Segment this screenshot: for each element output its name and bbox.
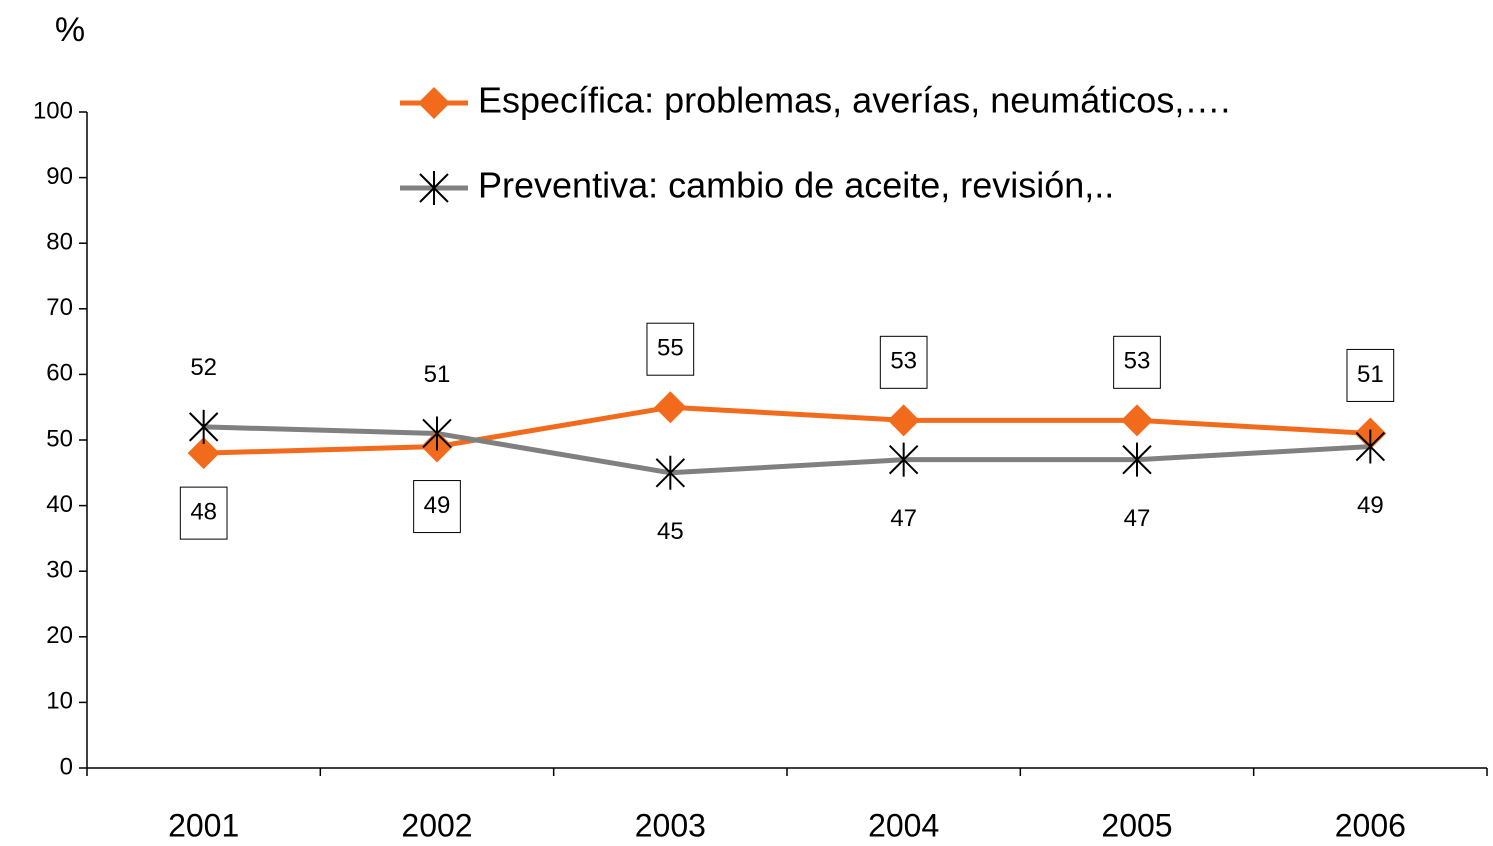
y-tick-label: 60 xyxy=(46,360,73,387)
x-tick-label: 2003 xyxy=(635,807,706,843)
x-tick-label: 2006 xyxy=(1335,807,1406,843)
marker xyxy=(418,87,450,119)
marker xyxy=(1122,442,1152,477)
y-tick-label: 50 xyxy=(46,425,73,452)
marker xyxy=(655,455,686,490)
y-tick-label: 10 xyxy=(46,688,73,715)
series-line xyxy=(203,424,1371,476)
data-label: 49 xyxy=(424,492,451,519)
y-tick-label: 20 xyxy=(46,622,73,649)
x-tick-label: 2001 xyxy=(168,807,239,843)
y-tick-label: 100 xyxy=(33,97,73,124)
legend-label: Específica: problemas, averías, neumátic… xyxy=(478,80,1230,121)
y-tick-label: 70 xyxy=(46,294,73,321)
y-tick-label: 90 xyxy=(46,163,73,190)
legend-label: Preventiva: cambio de aceite, revisión,.… xyxy=(478,165,1114,206)
data-label-box xyxy=(1346,348,1395,402)
data-label: 49 xyxy=(1357,492,1384,519)
marker xyxy=(654,391,687,424)
y-axis-label: % xyxy=(55,11,85,49)
data-label-box xyxy=(179,486,228,540)
data-label-box xyxy=(413,480,461,534)
x-tick-label: 2004 xyxy=(868,807,939,843)
x-tick-label: 2005 xyxy=(1101,807,1172,843)
data-label: 51 xyxy=(424,361,451,388)
marker xyxy=(422,416,452,451)
data-label: 47 xyxy=(1124,505,1151,532)
marker xyxy=(1355,429,1386,464)
data-label: 53 xyxy=(1124,348,1151,375)
y-tick-label: 80 xyxy=(46,229,73,256)
marker xyxy=(188,409,219,444)
y-tick-label: 30 xyxy=(46,557,73,584)
marker xyxy=(1121,404,1153,437)
data-label: 45 xyxy=(657,518,684,545)
data-label: 47 xyxy=(890,505,917,532)
marker xyxy=(887,404,920,437)
data-label: 52 xyxy=(190,354,217,381)
y-tick-label: 0 xyxy=(60,753,73,780)
data-label: 51 xyxy=(1357,361,1384,388)
data-label-box xyxy=(1113,335,1161,389)
series-line xyxy=(203,404,1371,456)
data-label: 53 xyxy=(890,348,917,375)
data-label-box xyxy=(646,322,695,376)
data-label: 48 xyxy=(190,498,217,525)
data-label-box xyxy=(879,335,928,389)
data-label: 55 xyxy=(657,335,684,362)
marker xyxy=(187,437,220,470)
marker xyxy=(419,171,449,205)
marker xyxy=(888,442,919,477)
y-tick-label: 40 xyxy=(46,491,73,518)
x-tick-label: 2002 xyxy=(401,807,472,843)
